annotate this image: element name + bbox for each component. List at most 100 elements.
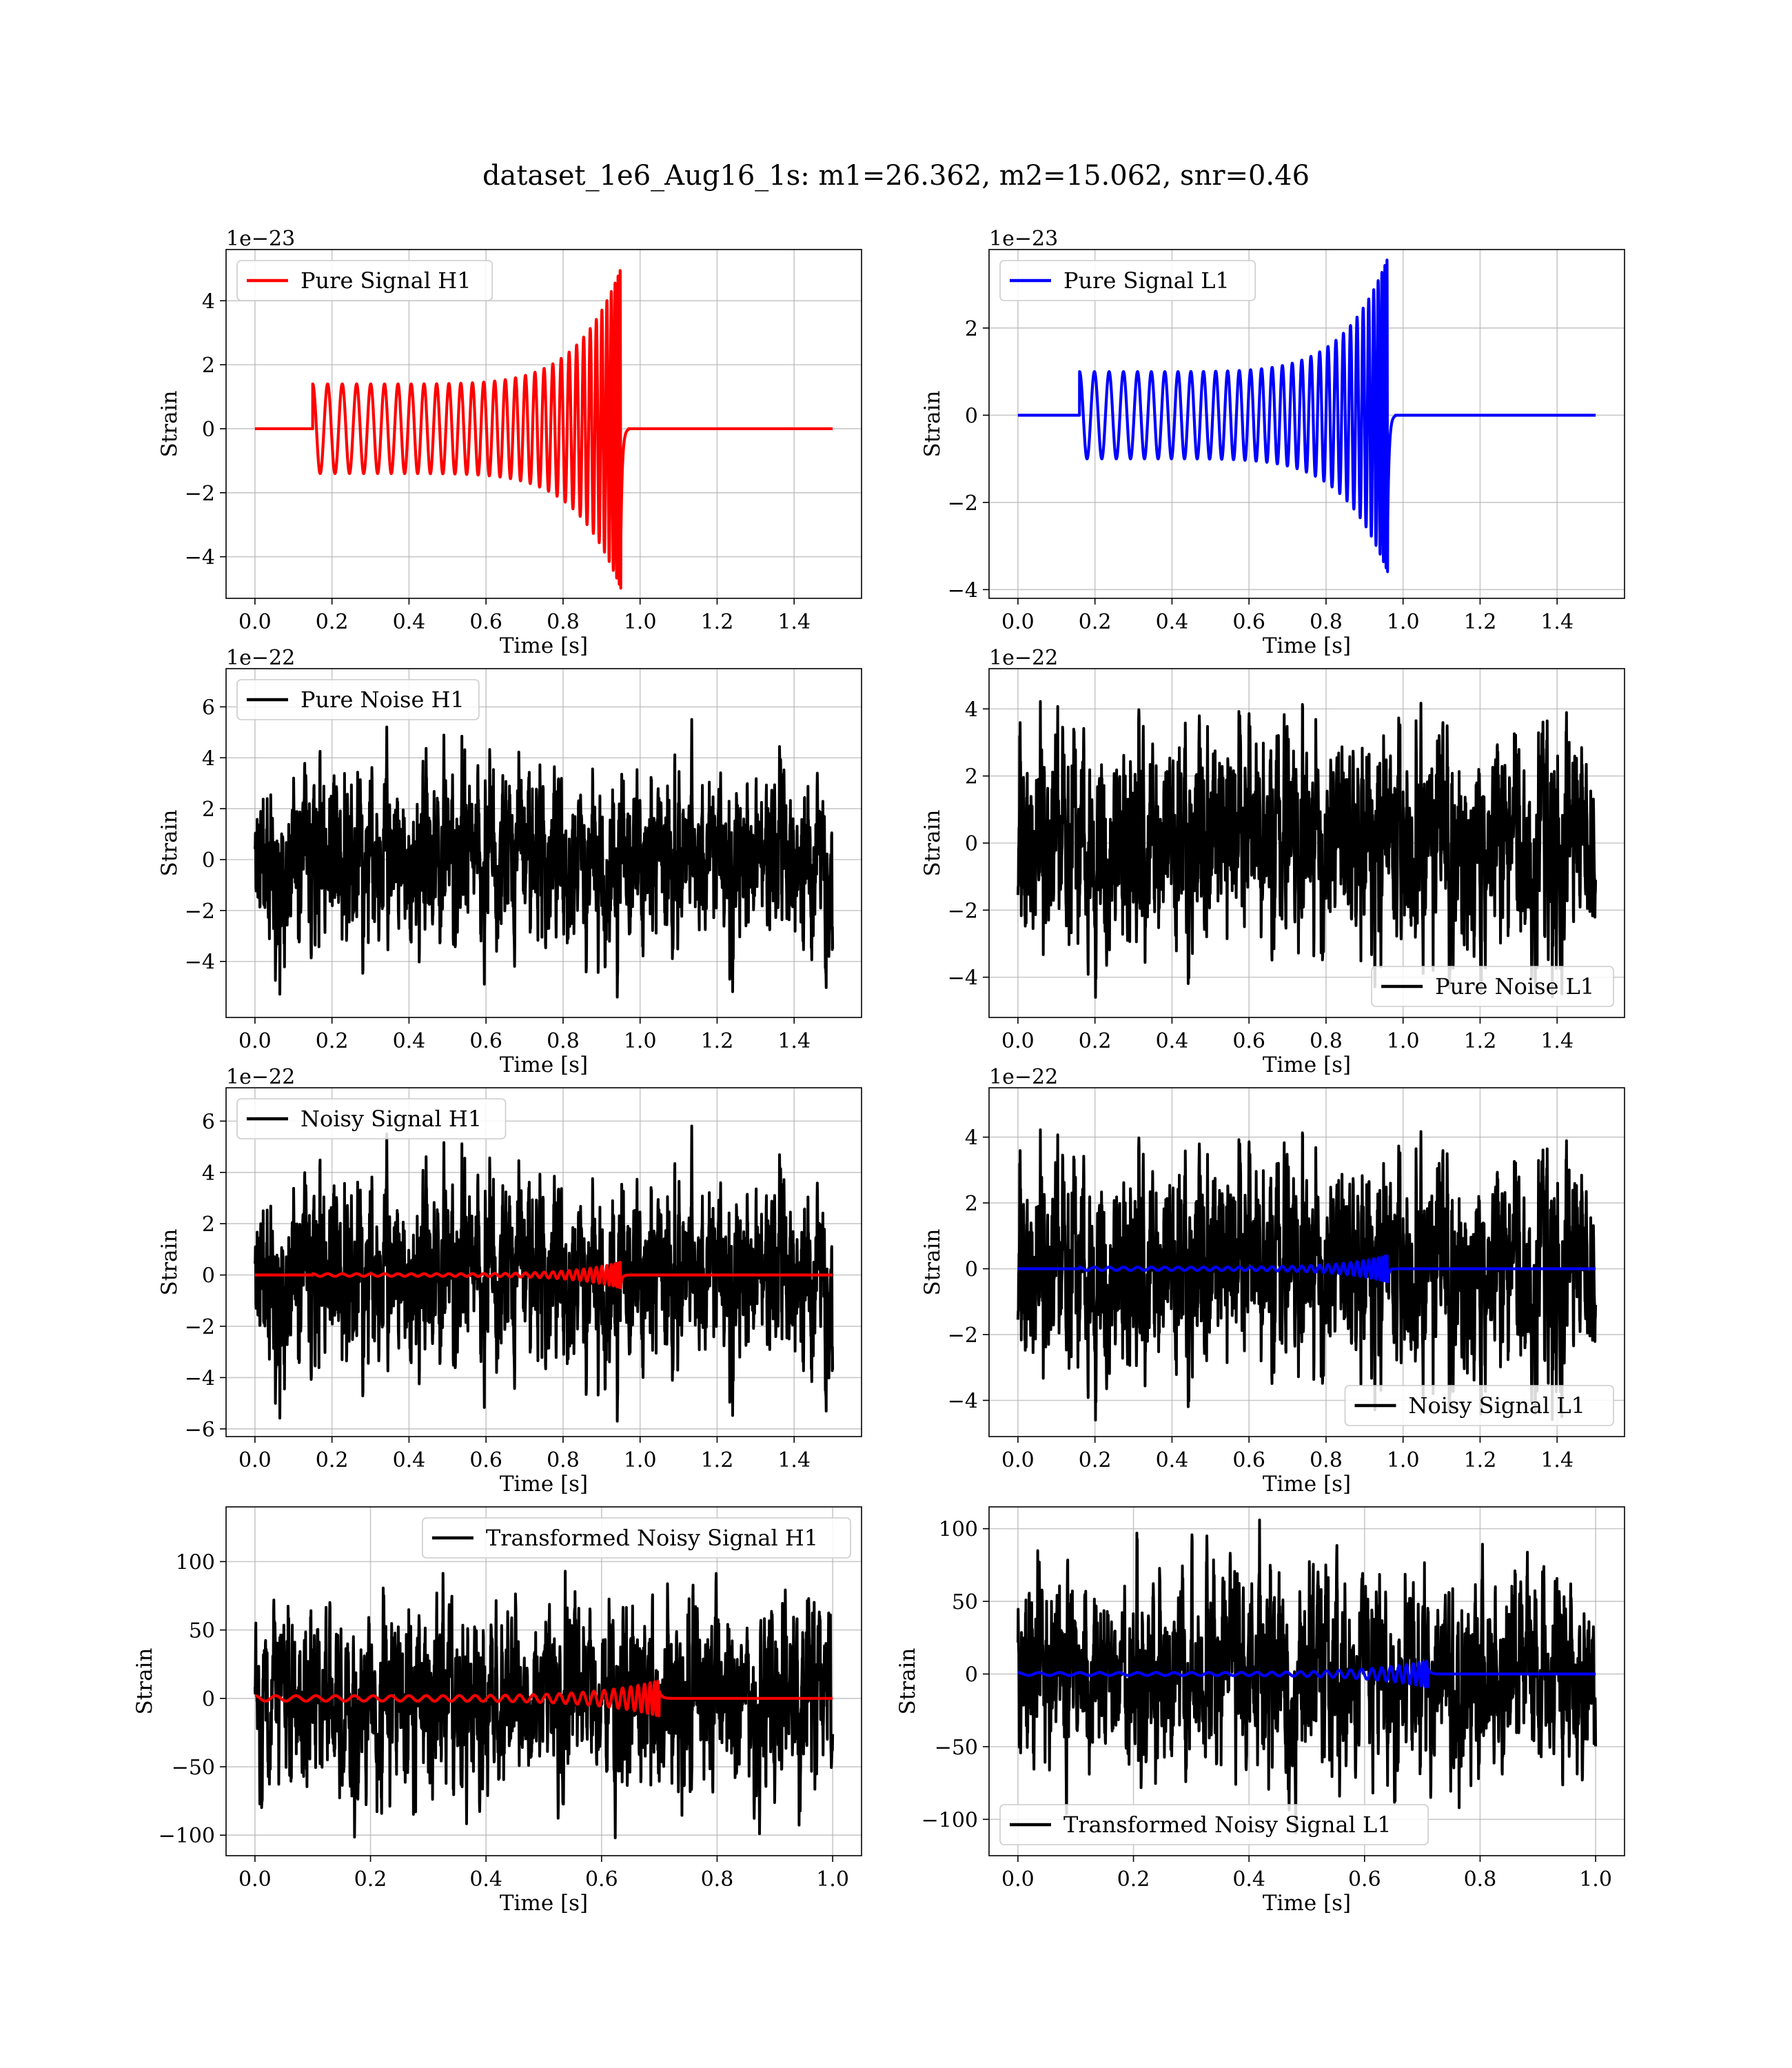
x-tick-label: 0.8 — [547, 610, 580, 634]
y-tick-label: 4 — [202, 1162, 215, 1186]
axes-frame — [988, 1087, 1625, 1437]
x-tick-label: 0.6 — [1348, 1867, 1381, 1892]
x-tick-label: 1.0 — [624, 1029, 657, 1053]
y-tick-label: −2 — [948, 1324, 978, 1348]
y-axis-label: Strain — [157, 391, 182, 458]
legend: Pure Noise H1 — [236, 679, 480, 720]
legend-box — [422, 1517, 851, 1559]
x-tick-label: 0.8 — [547, 1448, 580, 1472]
y-axis-label: Strain — [920, 391, 945, 458]
y-tick-label: 6 — [202, 1110, 215, 1134]
legend-label: Noisy Signal L1 — [1409, 1392, 1586, 1419]
series-line-1 — [253, 269, 835, 590]
x-tick-label: 0.2 — [316, 1448, 349, 1472]
y-tick-label: −4 — [185, 1366, 215, 1390]
x-tick-label: 0.4 — [469, 1867, 502, 1892]
x-tick-label: 1.2 — [1464, 1029, 1497, 1053]
series-line-1 — [253, 1570, 835, 1840]
y-tick-label: −2 — [185, 1315, 215, 1339]
x-tick-label: 0.8 — [1310, 1029, 1343, 1053]
y-tick-label: 50 — [952, 1590, 978, 1614]
legend-label: Pure Noise L1 — [1435, 973, 1594, 1000]
x-tick-label: 0.6 — [1232, 610, 1265, 634]
legend-label: Noisy Signal H1 — [301, 1106, 482, 1132]
axes-frame — [225, 668, 862, 1018]
x-tick-label: 0.6 — [1232, 1029, 1265, 1053]
x-tick-label: 1.0 — [624, 1448, 657, 1472]
offset-text: 1e−22 — [989, 1065, 1058, 1089]
x-tick-label: 1.0 — [1579, 1867, 1612, 1892]
y-tick-label: 2 — [965, 765, 978, 789]
x-tick-label: 0.2 — [1079, 610, 1112, 634]
subplot-3: 0.0 0.2 0.4 0.6 0.8 1.0 1.2 1.4 −4 −2 0 2 4 6 Time [s]… — [157, 646, 862, 1077]
legend: Pure Signal H1 — [236, 260, 493, 301]
subplot-6: 0.0 0.2 0.4 0.6 0.8 1.0 1.2 1.4 −4 −2 0 2 4 Time [s] S… — [920, 1065, 1625, 1497]
x-tick-label: 0.0 — [1001, 610, 1035, 634]
subplot-2: 0.0 0.2 0.4 0.6 0.8 1.0 1.2 1.4 −4 −2 0 2 Time [s] St… — [920, 227, 1625, 658]
y-tick-label: −4 — [948, 578, 978, 602]
x-axis-label: Time [s] — [1263, 1472, 1351, 1497]
x-tick-label: 1.4 — [1540, 1029, 1574, 1053]
y-axis-label: Strain — [157, 1229, 182, 1296]
subplot-1: 0.0 0.2 0.4 0.6 0.8 1.0 1.2 1.4 −4 −2 0 2 4 Time [s] S… — [157, 227, 862, 658]
y-tick-label: 4 — [965, 1126, 978, 1150]
y-tick-label: −2 — [948, 491, 978, 516]
offset-text: 1e−23 — [226, 227, 295, 251]
x-tick-label: 1.4 — [777, 610, 811, 634]
x-tick-label: 0.8 — [547, 1029, 580, 1053]
legend-label: Pure Signal H1 — [301, 267, 471, 294]
legend-box — [999, 1804, 1429, 1845]
y-tick-label: −2 — [185, 482, 215, 506]
x-axis-label: Time [s] — [1263, 1891, 1351, 1916]
x-tick-label: 0.4 — [393, 610, 426, 634]
axes-frame — [225, 1087, 862, 1437]
x-axis-label: Time [s] — [500, 1472, 588, 1497]
series-line-2 — [1016, 1659, 1598, 1689]
y-tick-label: 100 — [176, 1550, 215, 1574]
legend: Noisy Signal H1 — [236, 1098, 507, 1139]
x-tick-label: 0.2 — [316, 1029, 349, 1053]
x-tick-label: 0.0 — [238, 1448, 272, 1472]
series-line-1 — [253, 1124, 835, 1423]
y-tick-label: 0 — [202, 1687, 215, 1712]
y-tick-label: −100 — [922, 1808, 978, 1832]
axes-frame — [988, 1506, 1625, 1856]
y-tick-label: 0 — [965, 832, 978, 856]
x-tick-label: 0.2 — [354, 1867, 387, 1892]
y-tick-label: 0 — [965, 1258, 978, 1282]
x-tick-label: 1.2 — [1464, 1448, 1497, 1472]
x-tick-label: 0.2 — [1079, 1029, 1112, 1053]
offset-text: 1e−22 — [226, 646, 295, 670]
x-tick-label: 1.4 — [777, 1029, 811, 1053]
x-tick-label: 1.4 — [1540, 610, 1574, 634]
x-tick-label: 0.6 — [469, 1448, 502, 1472]
x-tick-label: 0.4 — [393, 1029, 426, 1053]
y-tick-label: 4 — [202, 290, 215, 314]
x-axis-label: Time [s] — [500, 1053, 588, 1077]
y-tick-label: 0 — [965, 1663, 978, 1687]
y-tick-label: 2 — [202, 354, 215, 378]
x-tick-label: 1.2 — [701, 1448, 734, 1472]
x-tick-label: 1.4 — [1540, 1448, 1574, 1472]
legend-label: Transformed Noisy Signal H1 — [486, 1525, 818, 1551]
y-tick-label: −4 — [185, 546, 215, 570]
y-tick-label: 50 — [189, 1619, 215, 1643]
figure-title: dataset_1e6_Aug16_1s: m1=26.362, m2=15.0… — [482, 160, 1310, 192]
x-tick-label: 0.6 — [469, 610, 502, 634]
y-axis-label: Strain — [157, 810, 182, 877]
x-axis-label: Time [s] — [500, 1891, 588, 1916]
x-tick-label: 0.0 — [1001, 1448, 1035, 1472]
x-tick-label: 0.4 — [1156, 1448, 1189, 1472]
x-tick-label: 0.8 — [1310, 1448, 1343, 1472]
y-tick-label: 4 — [202, 747, 215, 771]
x-tick-label: 0.6 — [1232, 1448, 1265, 1472]
x-tick-label: 0.0 — [1001, 1867, 1035, 1892]
y-tick-label: 0 — [202, 1264, 215, 1288]
y-tick-label: −2 — [185, 900, 215, 924]
x-tick-label: 0.6 — [469, 1029, 502, 1053]
legend-box — [999, 260, 1256, 301]
legend-box — [236, 260, 493, 301]
legend-label: Pure Noise H1 — [301, 687, 465, 713]
x-tick-label: 0.2 — [316, 610, 349, 634]
x-tick-label: 0.4 — [1156, 1029, 1189, 1053]
